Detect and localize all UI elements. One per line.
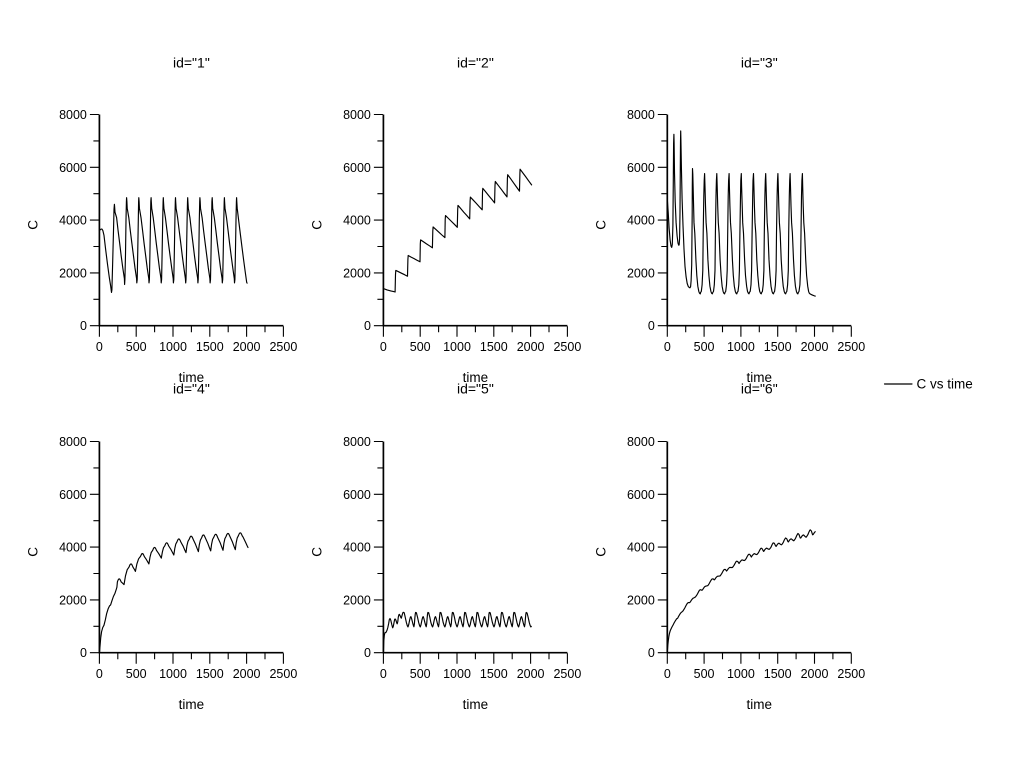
svg-text:4000: 4000 bbox=[627, 541, 655, 555]
svg-text:0: 0 bbox=[96, 340, 103, 354]
svg-text:1000: 1000 bbox=[159, 667, 187, 681]
svg-text:1000: 1000 bbox=[159, 340, 187, 354]
svg-text:4000: 4000 bbox=[343, 541, 371, 555]
svg-text:2000: 2000 bbox=[59, 593, 87, 607]
svg-text:500: 500 bbox=[694, 667, 715, 681]
svg-text:1000: 1000 bbox=[443, 340, 471, 354]
svg-text:C: C bbox=[25, 547, 40, 557]
svg-text:time: time bbox=[747, 697, 773, 712]
svg-text:8000: 8000 bbox=[343, 435, 371, 449]
svg-text:time: time bbox=[747, 370, 773, 385]
svg-text:id="3": id="3" bbox=[741, 55, 778, 71]
svg-text:0: 0 bbox=[664, 340, 671, 354]
svg-text:C: C bbox=[593, 220, 608, 230]
svg-text:0: 0 bbox=[364, 646, 371, 660]
svg-text:C: C bbox=[25, 220, 40, 230]
svg-text:2000: 2000 bbox=[343, 593, 371, 607]
svg-text:4000: 4000 bbox=[59, 214, 87, 228]
svg-text:0: 0 bbox=[364, 319, 371, 333]
svg-text:8000: 8000 bbox=[627, 435, 655, 449]
svg-text:4000: 4000 bbox=[627, 214, 655, 228]
svg-text:2500: 2500 bbox=[837, 340, 865, 354]
svg-text:4000: 4000 bbox=[59, 541, 87, 555]
svg-text:1000: 1000 bbox=[727, 340, 755, 354]
svg-text:1000: 1000 bbox=[727, 667, 755, 681]
svg-text:0: 0 bbox=[380, 667, 387, 681]
svg-text:id="5": id="5" bbox=[457, 381, 494, 397]
svg-text:8000: 8000 bbox=[343, 108, 371, 122]
svg-text:1500: 1500 bbox=[480, 667, 508, 681]
svg-text:C: C bbox=[593, 547, 608, 557]
svg-text:2500: 2500 bbox=[837, 667, 865, 681]
svg-text:0: 0 bbox=[96, 667, 103, 681]
svg-text:id="2": id="2" bbox=[457, 55, 494, 71]
svg-text:2000: 2000 bbox=[517, 667, 545, 681]
svg-text:2500: 2500 bbox=[269, 667, 297, 681]
svg-text:2000: 2000 bbox=[627, 266, 655, 280]
svg-text:C: C bbox=[309, 547, 324, 557]
svg-text:6000: 6000 bbox=[343, 488, 371, 502]
svg-text:1000: 1000 bbox=[443, 667, 471, 681]
svg-text:time: time bbox=[179, 370, 205, 385]
svg-text:500: 500 bbox=[126, 667, 147, 681]
svg-text:2000: 2000 bbox=[627, 593, 655, 607]
svg-text:6000: 6000 bbox=[627, 488, 655, 502]
svg-text:6000: 6000 bbox=[59, 488, 87, 502]
svg-text:2000: 2000 bbox=[59, 266, 87, 280]
svg-text:8000: 8000 bbox=[59, 435, 87, 449]
svg-text:6000: 6000 bbox=[627, 161, 655, 175]
svg-text:500: 500 bbox=[410, 667, 431, 681]
svg-text:2000: 2000 bbox=[801, 340, 829, 354]
svg-text:2000: 2000 bbox=[517, 340, 545, 354]
svg-text:8000: 8000 bbox=[627, 108, 655, 122]
svg-text:0: 0 bbox=[80, 319, 87, 333]
svg-text:time: time bbox=[179, 697, 205, 712]
svg-text:id="4": id="4" bbox=[173, 381, 210, 397]
svg-text:6000: 6000 bbox=[343, 161, 371, 175]
svg-text:1500: 1500 bbox=[764, 667, 792, 681]
svg-text:2500: 2500 bbox=[553, 667, 581, 681]
svg-text:4000: 4000 bbox=[343, 214, 371, 228]
svg-text:2500: 2500 bbox=[269, 340, 297, 354]
svg-text:time: time bbox=[463, 697, 489, 712]
svg-text:0: 0 bbox=[648, 319, 655, 333]
svg-text:1500: 1500 bbox=[196, 340, 224, 354]
svg-text:0: 0 bbox=[664, 667, 671, 681]
svg-text:2000: 2000 bbox=[343, 266, 371, 280]
svg-text:2000: 2000 bbox=[233, 667, 261, 681]
svg-text:2500: 2500 bbox=[553, 340, 581, 354]
svg-text:8000: 8000 bbox=[59, 108, 87, 122]
svg-text:2000: 2000 bbox=[801, 667, 829, 681]
svg-text:0: 0 bbox=[380, 340, 387, 354]
svg-text:0: 0 bbox=[648, 646, 655, 660]
svg-text:0: 0 bbox=[80, 646, 87, 660]
svg-text:1500: 1500 bbox=[764, 340, 792, 354]
svg-text:2000: 2000 bbox=[233, 340, 261, 354]
svg-text:1500: 1500 bbox=[480, 340, 508, 354]
svg-text:id="6": id="6" bbox=[741, 381, 778, 397]
svg-text:1500: 1500 bbox=[196, 667, 224, 681]
svg-text:id="1": id="1" bbox=[173, 55, 210, 71]
svg-text:time: time bbox=[463, 370, 489, 385]
svg-text:500: 500 bbox=[126, 340, 147, 354]
svg-text:C vs time: C vs time bbox=[917, 377, 973, 392]
svg-text:500: 500 bbox=[410, 340, 431, 354]
svg-text:C: C bbox=[309, 220, 324, 230]
svg-text:500: 500 bbox=[694, 340, 715, 354]
svg-text:6000: 6000 bbox=[59, 161, 87, 175]
